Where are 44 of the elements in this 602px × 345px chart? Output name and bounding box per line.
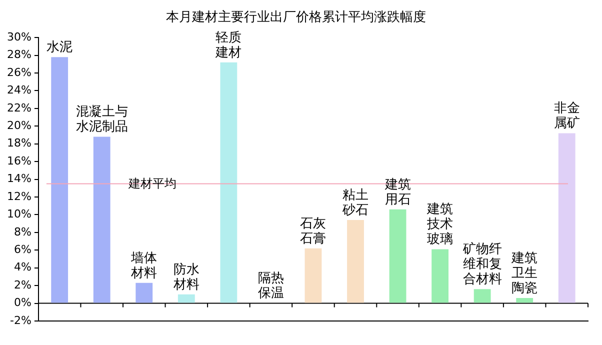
y-tick-label: 20% [6, 119, 32, 132]
x-tick-label: 墙体材料 [130, 250, 158, 281]
y-tick-label: 30% [6, 30, 32, 44]
x-tick-label: 石灰石膏 [300, 216, 326, 246]
y-tick-label: 26% [6, 66, 32, 79]
y-tick-label: 24% [6, 84, 32, 97]
y-tick-label: 14% [6, 172, 32, 186]
x-tick-label: 轻质建材 [214, 30, 242, 60]
y-tick-label: 28% [6, 48, 32, 62]
y-tick-label: -2% [10, 314, 32, 327]
bar [516, 298, 534, 303]
ref-line-label: 建材平均 [127, 176, 176, 190]
x-tick-label: 矿物纤维和复合材料 [462, 242, 502, 287]
bar [93, 136, 110, 303]
bar [474, 289, 491, 303]
y-tick-label: 0% [14, 296, 32, 310]
x-tick-label: 建筑技术玻璃 [426, 202, 454, 248]
bar [432, 249, 448, 303]
chart-title: 本月建材主要行业出厂价格累计平均涨跌幅度 [166, 9, 426, 26]
bar [389, 209, 406, 303]
y-tick-label: 18% [6, 136, 32, 150]
y-tick-label: 2% [14, 278, 32, 292]
bar [304, 248, 322, 303]
bar [136, 282, 153, 303]
bar [220, 62, 238, 303]
y-tick-label: 10% [6, 208, 32, 221]
y-tick-label: 22% [6, 101, 32, 114]
x-tick-label: 隔热保温 [258, 271, 284, 302]
x-tick-label: 非金属矿 [554, 101, 580, 132]
x-tick-label: 建筑卫生陶瓷 [510, 250, 538, 296]
x-tick-label: 防水材料 [172, 262, 200, 292]
y-tick-label: 12% [6, 190, 32, 203]
y-tick-label: 16% [6, 154, 32, 168]
x-tick-label: 混凝土与水泥制品 [76, 104, 128, 135]
y-tick-label: 8% [14, 225, 32, 238]
x-tick-label: 粘土砂石 [342, 188, 368, 218]
x-tick-label: 建筑用石 [384, 177, 411, 208]
y-tick-label: 6% [14, 243, 32, 256]
bar [558, 133, 576, 303]
y-tick-label: 4% [14, 260, 32, 274]
bar [347, 220, 364, 303]
x-tick-label: 水泥 [46, 40, 73, 55]
bar [178, 294, 195, 303]
bar [51, 57, 68, 303]
